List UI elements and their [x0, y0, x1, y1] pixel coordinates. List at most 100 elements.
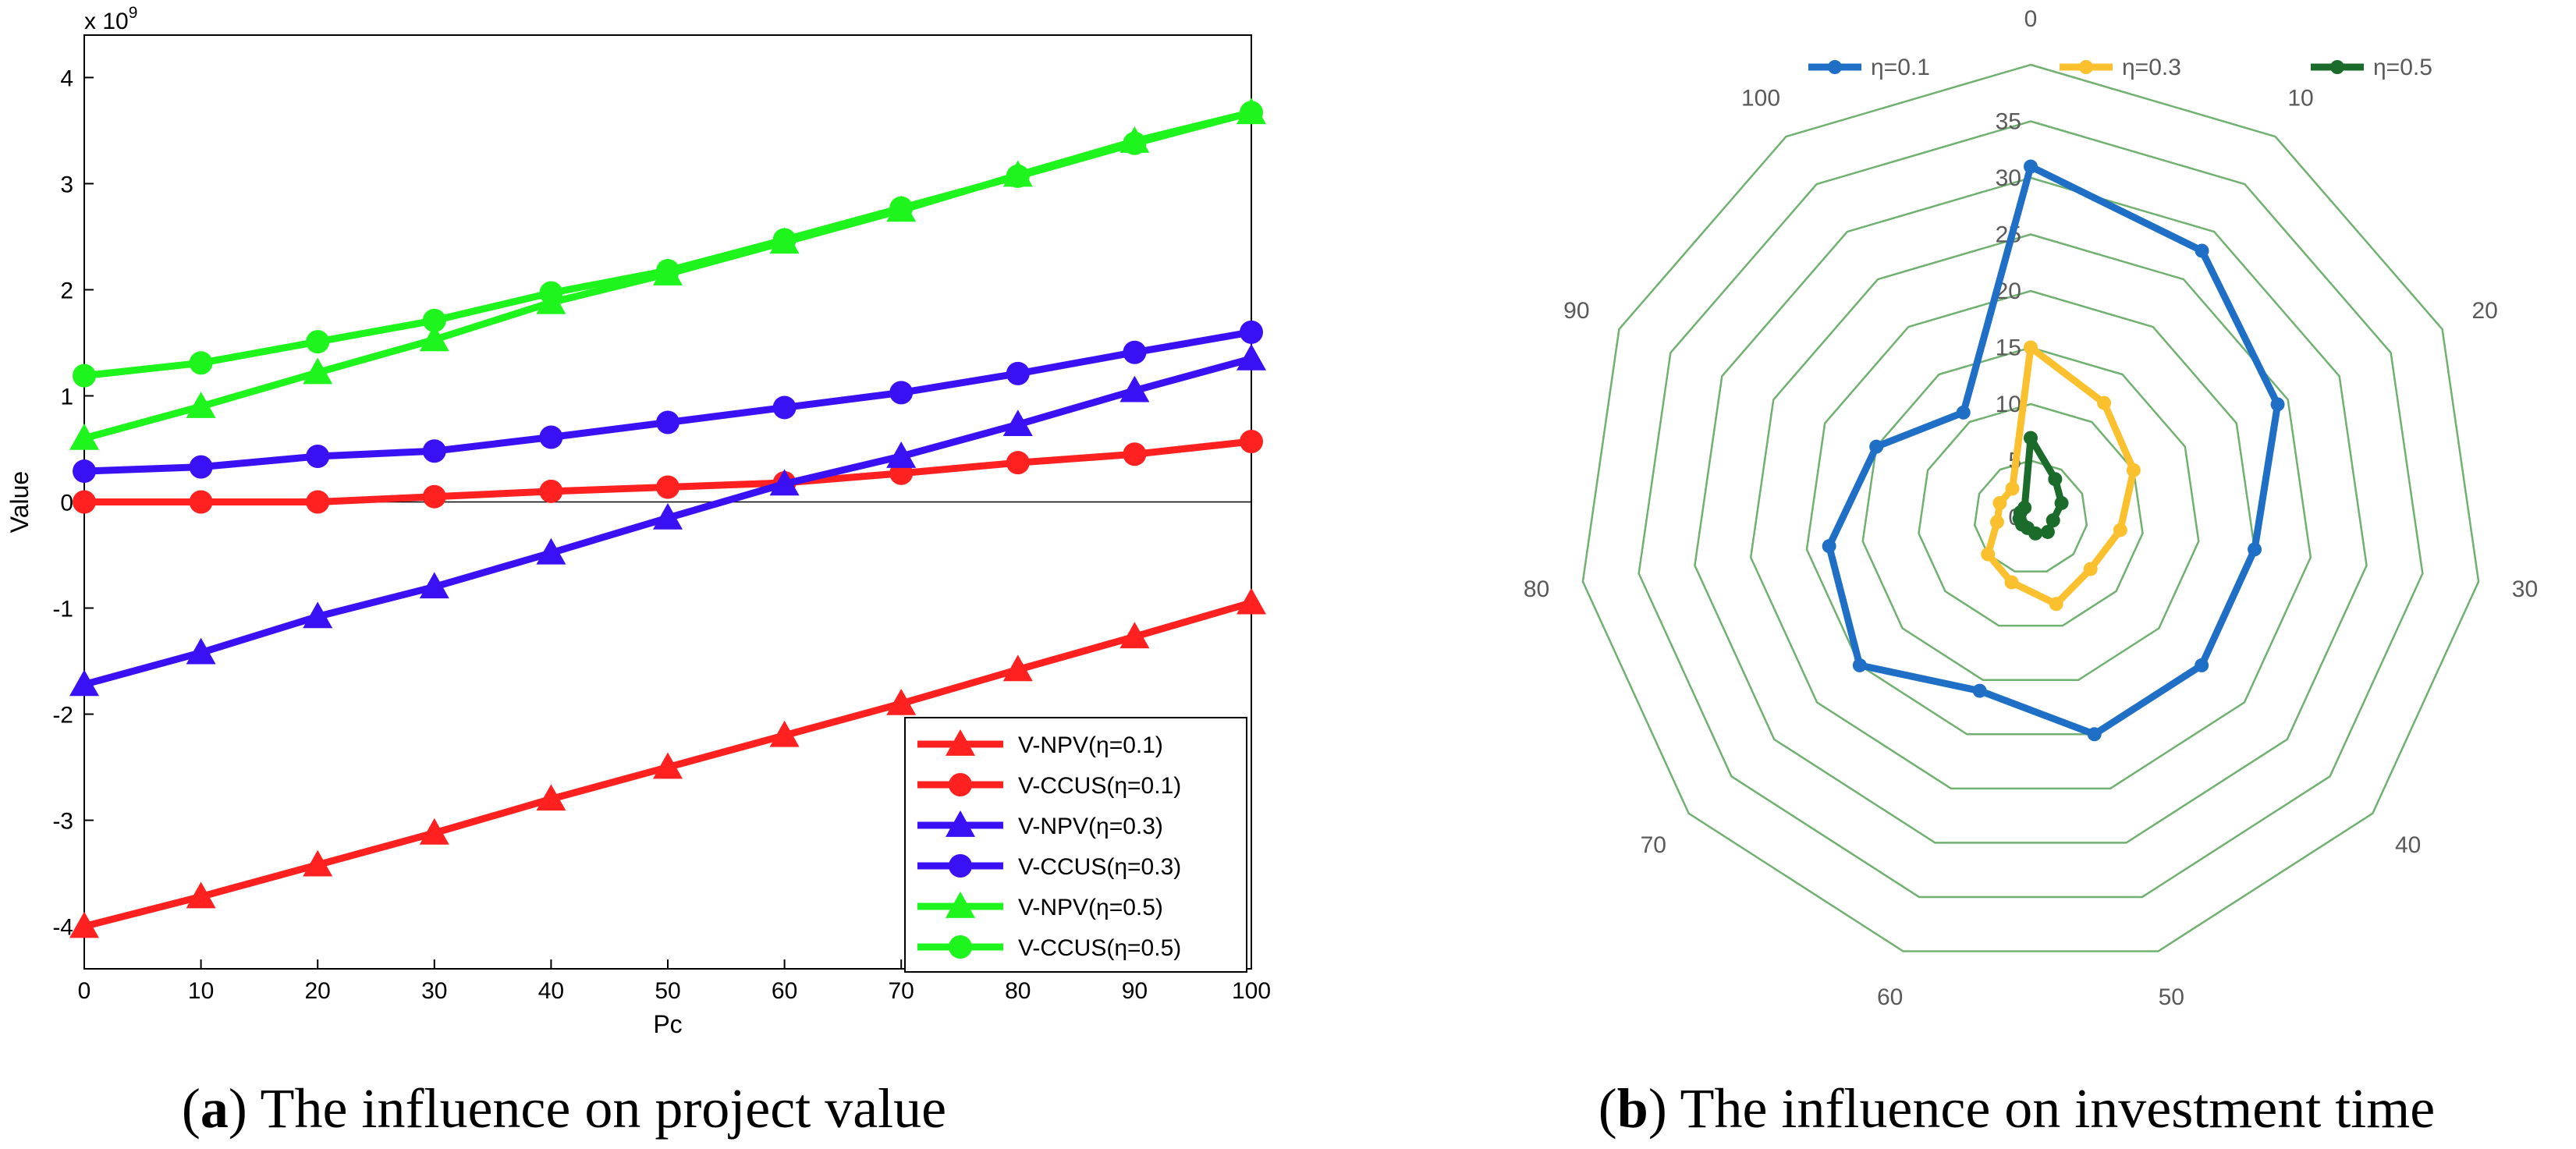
chart-a-data-point: [303, 849, 333, 877]
chart-b-data-point: [2005, 481, 2020, 496]
chart-a-x-tick-label: 60: [772, 978, 797, 1004]
chart-b-legend: η=0.1 η=0.3 η=0.5: [1808, 55, 2432, 80]
chart-a-data-point: [73, 459, 96, 484]
chart-b-data-point: [2024, 340, 2038, 355]
chart-b-data-point: [1852, 658, 1867, 672]
chart-a-data-point: [186, 637, 216, 665]
chart-a-data-point: [306, 330, 330, 354]
chart-a-data-point: [1002, 410, 1033, 437]
chart-b-category-label: 80: [1524, 576, 1549, 602]
chart-b-data-point: [1992, 495, 2007, 510]
chart-a-data-point: [886, 688, 917, 715]
caption-b-label: b: [1617, 1077, 1648, 1140]
chart-a-legend-marker: [949, 935, 972, 959]
chart-b-data-point: [2097, 395, 2112, 410]
chart-a-series: [69, 98, 1266, 938]
chart-a-data-point: [656, 258, 679, 282]
chart-a-legend: V-NPV(η=0.1) V-CCUS(η=0.1) V-NPV(η=0.3) V-C…: [904, 717, 1247, 973]
chart-a-data-point: [539, 425, 563, 449]
chart-a-x-tick-label: 0: [78, 978, 91, 1004]
chart-a-x-tick-label: 30: [421, 978, 447, 1004]
chart-a-legend-label: V-NPV(η=0.5): [1018, 895, 1163, 920]
chart-a-data-point: [186, 392, 216, 418]
chart-a-series-2: [69, 343, 1266, 697]
chart-b-series: [1822, 159, 2285, 742]
chart-a-data-point: [1006, 451, 1030, 475]
chart-a-data-point: [419, 324, 449, 352]
chart-a-exponent-label: x 109: [84, 4, 137, 34]
chart-b-legend-entry: η=0.3: [2060, 55, 2181, 80]
chart-a-legend-entry: V-NPV(η=0.1): [917, 729, 1163, 758]
chart-b-radial-tick-label: 10: [1996, 392, 2021, 417]
chart-a-data-point: [1240, 429, 1263, 453]
caption-a: (a) The influence on project value: [182, 1077, 946, 1140]
chart-b-category-label: 90: [1563, 298, 1589, 324]
chart-a-y-tick-label: -1: [52, 597, 73, 622]
chart-a-data-point: [889, 381, 914, 405]
chart-a-data-point: [189, 455, 213, 479]
chart-a-y-ticks: 4 3 2 1 0 -1 -2 -3 -4: [52, 66, 94, 941]
chart-a-data-point: [1123, 340, 1147, 364]
chart-b-data-point: [2040, 524, 2055, 539]
chart-b-grid-ring: [1749, 233, 2312, 790]
chart-a-y-tick-label: 2: [60, 278, 73, 303]
chart-a-data-point: [1237, 343, 1266, 371]
chart-b-data-point: [2195, 243, 2209, 258]
chart-a-legend-marker: [949, 773, 972, 796]
chart-b-category-label: 30: [2512, 576, 2538, 602]
chart-a-legend-label: V-NPV(η=0.1): [1018, 732, 1163, 758]
chart-b-radial-tick-label: 30: [1996, 165, 2021, 191]
chart-a-data-point: [189, 490, 213, 514]
chart-b-category-label: 70: [1641, 832, 1666, 858]
chart-a-data-point: [419, 817, 449, 845]
chart-a-legend-entry: V-CCUS(η=0.1): [917, 773, 1181, 799]
chart-b-grid-ring: [1973, 459, 2088, 573]
chart-a-series-5: [73, 101, 1263, 388]
chart-b-category-label: 0: [2024, 6, 2038, 32]
chart-a-y-tick-label: 1: [60, 384, 73, 410]
chart-a-data-point: [422, 439, 446, 463]
chart-a-data-point: [653, 752, 683, 779]
chart-a-x-tick-label: 90: [1122, 978, 1148, 1004]
chart-a-data-point: [189, 351, 213, 375]
chart-b-data-point: [1972, 683, 1987, 698]
chart-a-data-point: [656, 410, 679, 434]
chart-b-legend-marker: [2079, 60, 2093, 74]
chart-b-data-point: [2024, 159, 2038, 174]
chart-a-data-point: [1240, 320, 1263, 344]
chart-b-data-point: [2113, 523, 2127, 537]
chart-b-category-label: 10: [2287, 86, 2313, 112]
chart-a-y-tick-label: 0: [60, 491, 73, 516]
chart-a-data-point: [772, 395, 797, 420]
chart-b-legend-entry: η=0.5: [2311, 55, 2432, 80]
chart-a-data-point: [1240, 101, 1263, 125]
chart-a-legend-label: V-NPV(η=0.3): [1018, 814, 1163, 839]
chart-b-legend-entry: η=0.1: [1808, 55, 1930, 80]
chart-a-x-tick-label: 20: [305, 978, 331, 1004]
chart-b-category-label: 100: [1741, 86, 1780, 112]
chart-a-y-tick-label: -3: [52, 809, 73, 835]
chart-b-data-point: [2046, 513, 2060, 528]
chart-a-x-tick-label: 50: [655, 978, 680, 1004]
chart-b-data-point: [2017, 500, 2032, 515]
chart-a-legend-entry: V-CCUS(η=0.5): [917, 935, 1181, 961]
chart-b-category-labels: 0 10 20 30 40 50 60 70 80 90 100: [1524, 6, 2538, 1010]
chart-b-grid-ring: [1861, 346, 2200, 681]
chart-b-grid-ring: [1581, 63, 2480, 952]
chart-a-data-point: [1123, 442, 1147, 466]
chart-a-legend-box: [904, 717, 1247, 973]
chart-a-data-point: [303, 601, 333, 629]
chart-b-legend-label: η=0.3: [2122, 55, 2181, 80]
chart-a-data-point: [1006, 361, 1030, 385]
chart-a-data-point: [886, 442, 917, 468]
chart-a-data-point: [536, 784, 566, 811]
chart-a-legend-label: V-CCUS(η=0.1): [1018, 773, 1181, 799]
chart-a-data-point: [306, 490, 330, 514]
chart-b-data-point: [2270, 397, 2285, 412]
chart-a-legend-label: V-CCUS(η=0.5): [1018, 935, 1181, 961]
chart-b-data-point: [1981, 547, 1996, 562]
chart-b-category-label: 20: [2471, 298, 2497, 324]
chart-a-y-axis-label: Value: [5, 471, 34, 533]
chart-a-legend-entry: V-CCUS(η=0.3): [917, 854, 1181, 880]
